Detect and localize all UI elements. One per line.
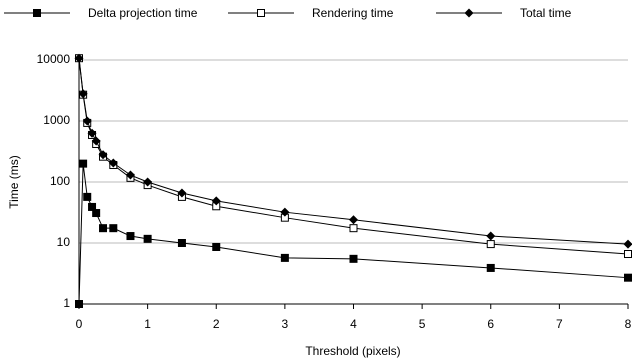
x-tick-label: 5 [419,317,426,331]
marker [349,254,358,263]
x-tick-label: 6 [487,317,494,331]
x-tick-label: 7 [556,317,563,331]
x-tick-label: 4 [350,317,357,331]
marker [125,170,135,180]
marker [486,263,495,272]
x-tick-label: 8 [625,317,632,331]
marker [75,300,83,308]
marker [74,53,84,63]
marker [83,192,92,201]
x-tick-label: 3 [282,317,289,331]
marker [280,207,290,217]
marker [486,240,495,249]
legend-label: Delta projection time [88,6,198,20]
x-axis-title: Threshold (pixels) [305,344,400,358]
y-tick-label: 1 [63,296,70,310]
marker [349,224,358,233]
marker [486,231,496,241]
marker [212,242,221,251]
marker [211,196,221,206]
marker [108,158,118,168]
legend-marker [33,9,41,17]
legend-marker [257,9,265,17]
marker [623,239,632,249]
x-tick-label: 0 [76,317,83,331]
marker [99,224,108,233]
marker [143,234,152,243]
marker [92,209,101,218]
x-tick-label: 1 [144,317,151,331]
y-tick-label: 10000 [37,52,71,66]
legend-label: Rendering time [312,6,394,20]
marker [79,159,88,168]
marker [349,215,358,225]
marker [98,150,108,160]
legend-marker [464,8,474,18]
y-axis-title: Time (ms) [7,155,21,209]
marker [87,128,97,138]
marker [624,250,632,259]
x-tick-label: 2 [213,317,220,331]
y-tick-label: 100 [50,174,70,188]
y-tick-label: 10 [57,235,71,249]
y-tick-label: 1000 [43,113,70,127]
marker [177,239,186,247]
marker [143,177,153,187]
series-line [78,163,629,305]
legend-label: Total time [520,6,572,20]
marker [78,89,88,99]
marker [109,224,118,233]
marker [177,188,187,198]
marker [82,116,92,126]
marker [126,232,135,241]
marker [91,136,101,146]
marker [280,253,289,262]
marker [88,202,97,211]
marker [624,273,632,282]
